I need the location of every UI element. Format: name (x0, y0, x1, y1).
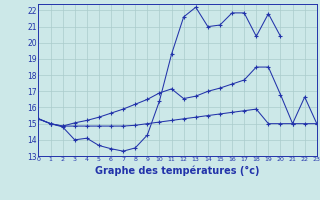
X-axis label: Graphe des températures (°c): Graphe des températures (°c) (95, 165, 260, 176)
